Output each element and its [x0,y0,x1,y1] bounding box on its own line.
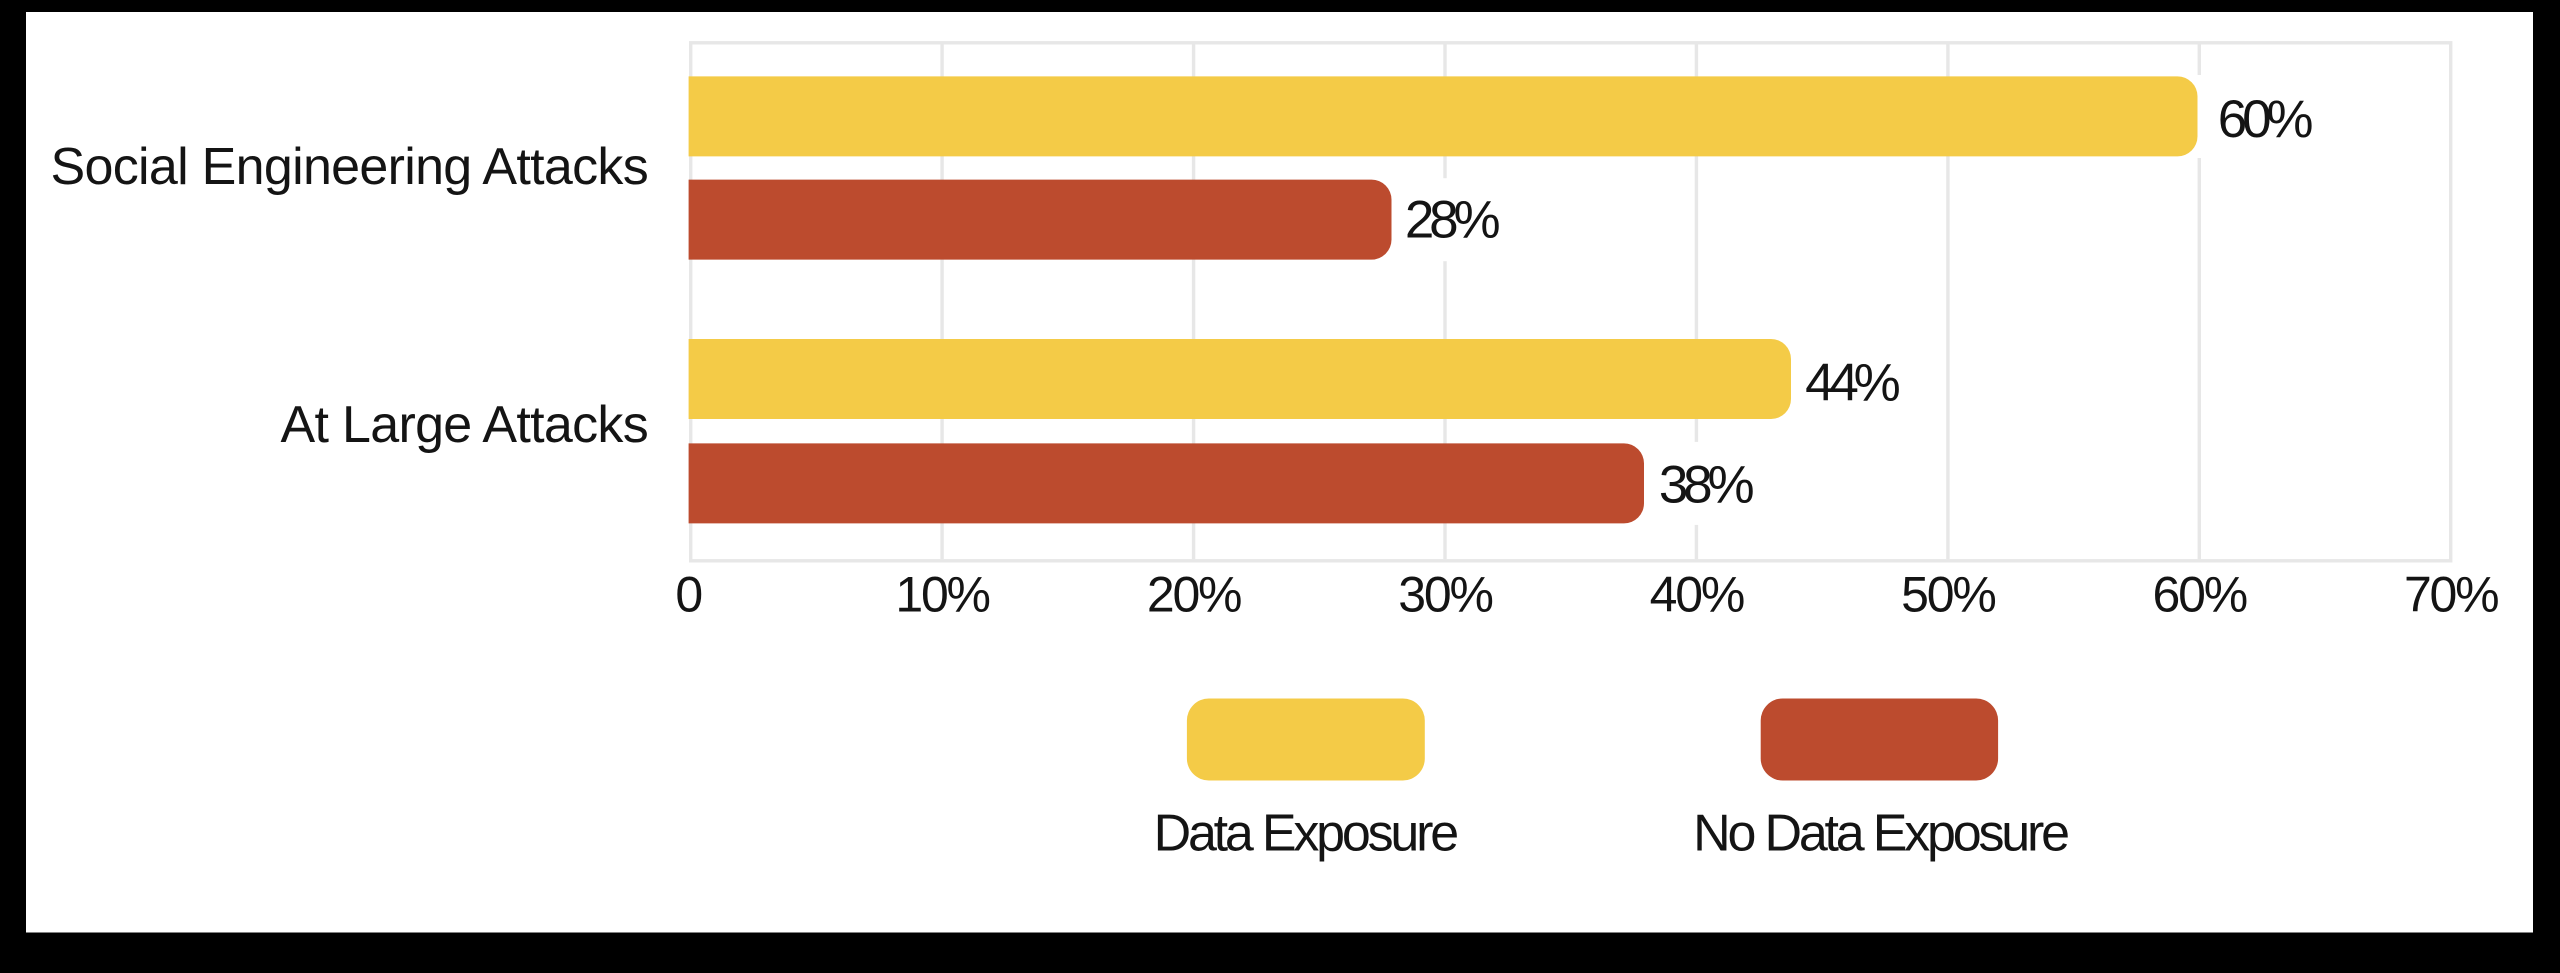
svg-text:30%: 30% [1398,567,1492,623]
svg-text:Data Exposure: Data Exposure [1154,805,1458,863]
svg-text:70%: 70% [2404,567,2498,623]
svg-text:38%: 38% [1659,456,1754,515]
svg-text:50%: 50% [1901,567,1995,623]
svg-text:28%: 28% [1405,191,1500,250]
svg-text:44%: 44% [1805,354,1900,413]
svg-text:0: 0 [675,567,701,623]
svg-text:Social Engineering Attacks: Social Engineering Attacks [51,138,649,196]
svg-text:No Data Exposure: No Data Exposure [1693,805,2068,863]
svg-text:60%: 60% [2153,567,2247,623]
svg-text:10%: 10% [895,567,989,623]
svg-text:60%: 60% [2218,90,2313,149]
svg-text:40%: 40% [1650,567,1744,623]
svg-text:20%: 20% [1147,567,1241,623]
svg-text:At Large Attacks: At Large Attacks [281,396,648,454]
